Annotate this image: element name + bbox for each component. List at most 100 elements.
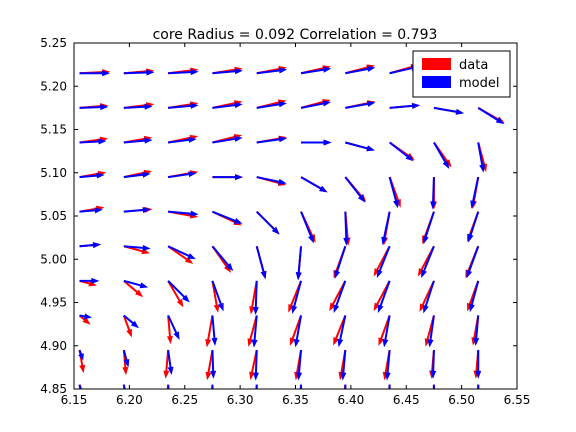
model-arrow <box>256 136 288 144</box>
data-arrow <box>205 349 214 381</box>
model-arrow <box>337 315 347 348</box>
model-arrow <box>433 106 465 115</box>
model-arrow <box>211 280 224 312</box>
model-arrow <box>256 101 287 109</box>
chart-title: core Radius = 0.092 Correlation = 0.793 <box>153 27 438 43</box>
model-arrow <box>300 176 328 193</box>
model-arrow <box>344 176 366 203</box>
model-arrow <box>421 245 435 278</box>
model-arrow <box>167 280 190 303</box>
legend-label-data: data <box>459 58 488 73</box>
model-arrow <box>477 384 480 389</box>
model-arrow <box>79 313 92 320</box>
data-arrow <box>122 315 132 338</box>
model-arrow <box>79 70 111 77</box>
x-tick-label: 6.20 <box>116 393 143 407</box>
model-arrow <box>340 349 347 381</box>
x-tick-label: 6.55 <box>504 393 531 407</box>
model-arrow <box>389 65 420 75</box>
model-arrow <box>79 138 107 145</box>
model-arrow <box>343 211 350 246</box>
data-arrow <box>166 315 173 345</box>
model-arrow <box>212 135 243 144</box>
model-arrow <box>422 211 435 245</box>
model-arrow <box>78 384 84 389</box>
model-arrow <box>388 384 391 389</box>
model-arrow <box>432 384 435 389</box>
model-arrow <box>477 142 486 173</box>
model-arrow <box>376 245 391 278</box>
model-arrow <box>295 246 303 281</box>
model-arrow <box>300 66 332 75</box>
model-arrow <box>377 280 391 314</box>
model-arrow <box>430 350 437 379</box>
model-arrow <box>255 384 258 389</box>
model-arrow <box>79 207 103 214</box>
model-arrow <box>168 171 197 179</box>
model-arrow <box>300 384 303 389</box>
model-arrow <box>123 137 153 144</box>
model-arrow <box>469 280 480 313</box>
model-arrow <box>122 384 126 389</box>
legend: data model <box>412 50 511 98</box>
model-arrow <box>79 104 109 111</box>
x-tick-label: 6.35 <box>282 393 309 407</box>
model-arrow <box>210 350 217 379</box>
x-tick-label: 6.30 <box>227 393 254 407</box>
model-arrow <box>212 210 243 224</box>
data-arrow <box>78 349 86 374</box>
model-arrow <box>78 349 84 361</box>
y-tick-label: 4.95 <box>40 296 67 310</box>
model-arrow <box>79 172 105 179</box>
model-arrow <box>168 210 199 217</box>
model-arrow <box>167 384 170 389</box>
model-arrow <box>168 69 199 76</box>
model-arrow <box>389 141 414 162</box>
model-arrow <box>167 349 174 376</box>
model-arrow <box>168 102 199 109</box>
model-arrow <box>300 211 314 244</box>
y-tick-label: 5.05 <box>40 209 67 223</box>
model-arrow <box>466 245 480 279</box>
model-arrow <box>123 279 149 289</box>
y-tick-label: 5.00 <box>40 252 67 266</box>
model-arrow <box>79 242 102 249</box>
model-arrow <box>470 176 480 209</box>
x-tick-label: 6.25 <box>171 393 198 407</box>
model-arrow <box>212 68 243 75</box>
model-arrow <box>422 280 435 314</box>
data-arrow <box>167 280 184 308</box>
legend-swatch-model <box>422 76 451 88</box>
data-arrow <box>205 315 214 348</box>
model-arrow <box>122 349 130 368</box>
data-arrow <box>211 280 220 313</box>
model-arrow <box>475 350 482 379</box>
model-arrow <box>256 210 280 235</box>
model-arrow <box>255 246 267 280</box>
model-arrow <box>473 315 480 346</box>
model-arrow <box>296 349 303 381</box>
arrow-field <box>78 64 509 389</box>
y-tick-label: 5.25 <box>40 36 67 50</box>
model-arrow <box>334 245 347 279</box>
model-arrow <box>345 66 376 75</box>
model-arrow <box>211 245 234 272</box>
legend-label-model: model <box>459 76 499 91</box>
x-tick-label: 6.50 <box>448 393 475 407</box>
y-tick-label: 5.20 <box>40 79 67 93</box>
model-arrow <box>293 315 303 348</box>
model-arrow <box>252 280 259 316</box>
model-arrow <box>167 315 180 340</box>
legend-swatch-data <box>422 58 451 70</box>
model-arrow <box>256 67 288 75</box>
x-tick-label: 6.15 <box>61 393 88 407</box>
model-arrow <box>251 315 258 348</box>
model-arrow <box>256 176 287 185</box>
model-arrow <box>477 107 505 125</box>
x-tick-label: 6.45 <box>393 393 420 407</box>
model-arrow <box>427 315 435 348</box>
model-arrow <box>123 69 155 76</box>
model-arrow <box>384 349 391 381</box>
data-arrow <box>78 314 91 325</box>
